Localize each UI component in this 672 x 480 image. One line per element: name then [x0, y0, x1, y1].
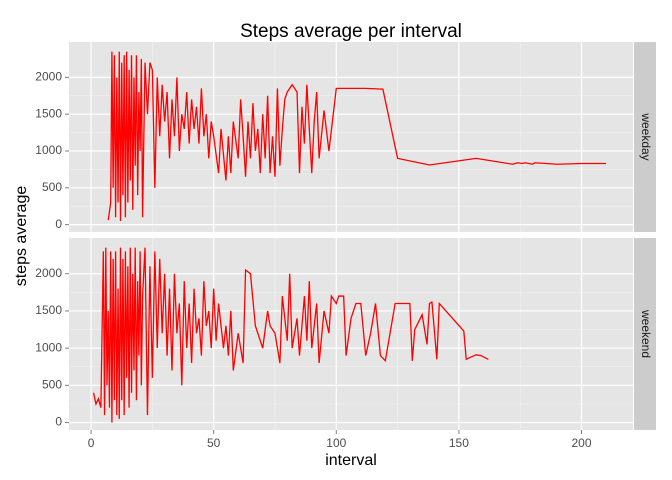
y-tick-label: 1500 [35, 106, 62, 120]
strip-background [634, 42, 656, 232]
y-tick-label: 2000 [35, 266, 62, 280]
y-tick-label: 0 [55, 415, 62, 429]
panel-background [69, 42, 633, 232]
strip-label: weekend [639, 309, 653, 358]
x-tick-label: 100 [326, 436, 346, 450]
y-tick-label: 2000 [35, 70, 62, 84]
strip-label: weekday [639, 112, 653, 160]
y-tick-label: 500 [42, 180, 62, 194]
strip-background [634, 238, 656, 430]
x-axis-label: interval [325, 452, 377, 469]
y-tick-label: 1000 [35, 143, 62, 157]
x-tick-label: 0 [88, 436, 95, 450]
panel-background [69, 238, 633, 430]
x-tick-label: 150 [449, 436, 469, 450]
y-axis-label: steps average [13, 186, 30, 287]
x-tick-label: 50 [207, 436, 221, 450]
y-tick-label: 1000 [35, 340, 62, 354]
x-tick-label: 200 [571, 436, 591, 450]
data-line [92, 247, 489, 423]
chart-title: Steps average per interval [240, 21, 462, 42]
y-tick-label: 0 [55, 217, 62, 231]
y-tick-label: 1500 [35, 303, 62, 317]
data-line [107, 51, 607, 221]
y-tick-label: 500 [42, 378, 62, 392]
